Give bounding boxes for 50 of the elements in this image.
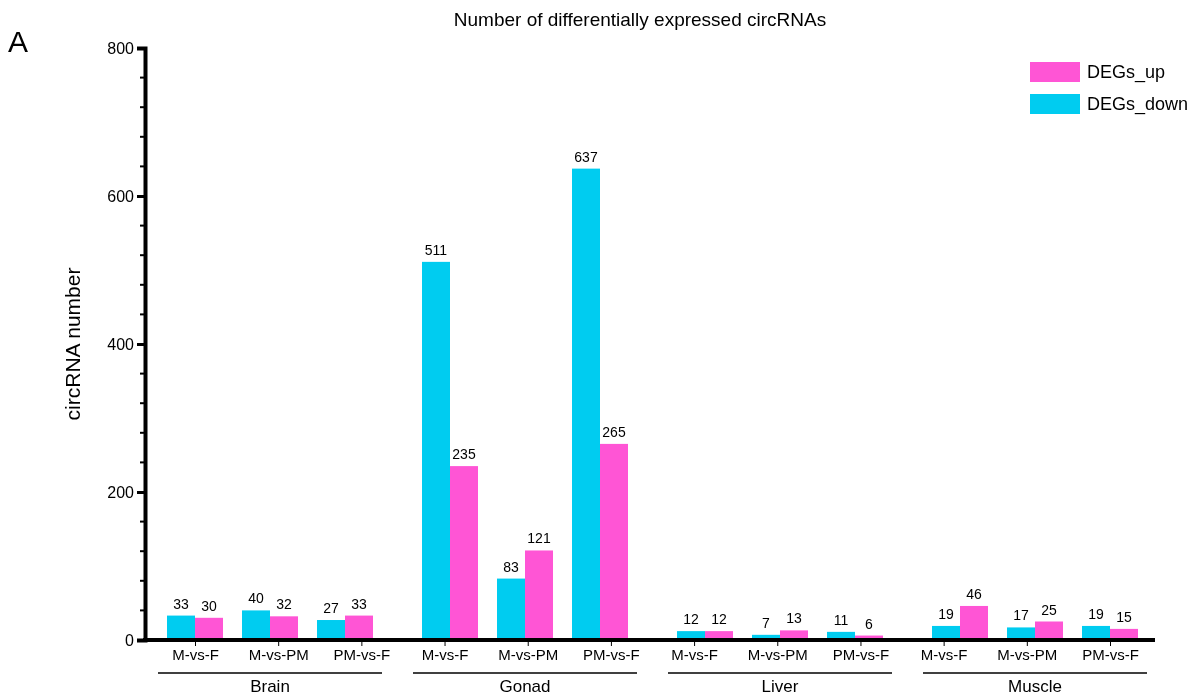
legend-label: DEGs_up [1087, 62, 1166, 83]
data-label: 637 [574, 148, 598, 165]
text: A [8, 25, 29, 58]
data-label: 17 [1013, 607, 1029, 624]
data-label: 19 [938, 605, 954, 622]
data-label: 121 [527, 530, 551, 547]
data-label: 15 [1116, 608, 1132, 625]
data-label: 33 [351, 595, 367, 612]
y-tick-label: 200 [107, 483, 135, 501]
text: Brain [250, 677, 290, 696]
x-tick-label: M-vs-F [671, 645, 718, 663]
x-tick-label: PM-vs-F [1082, 645, 1139, 663]
y-tick-label: 600 [107, 187, 135, 205]
x-tick-label: M-vs-F [920, 645, 968, 663]
x-tick-label: PM-vs-F [583, 645, 640, 663]
data-label: 30 [201, 597, 217, 614]
data-label: 235 [452, 446, 476, 463]
data-label: 46 [966, 585, 982, 602]
text: Gonad [499, 677, 551, 696]
data-label: 83 [503, 558, 519, 575]
x-tick-label: M-vs-PM [997, 645, 1058, 663]
data-label: 265 [602, 423, 626, 440]
text: Liver [761, 677, 799, 696]
data-label: 40 [248, 590, 264, 607]
x-tick-label: M-vs-PM [498, 645, 559, 663]
y-tick-label: 800 [107, 39, 135, 57]
x-tick-label: PM-vs-F [832, 645, 890, 663]
y-tick-label: 0 [125, 631, 135, 649]
data-label: 25 [1041, 601, 1057, 618]
x-tick-label: M-vs-PM [248, 645, 309, 663]
data-label: 33 [173, 595, 189, 612]
data-label: 27 [323, 600, 339, 617]
data-label: 11 [833, 611, 849, 628]
data-label: 13 [786, 610, 802, 627]
data-label: 12 [711, 611, 727, 628]
y-tick-label: 400 [107, 335, 135, 353]
x-tick-label: M-vs-F [421, 645, 469, 663]
data-label: 7 [762, 614, 771, 631]
x-tick-label: PM-vs-F [333, 645, 391, 663]
data-label: 511 [424, 241, 448, 258]
x-tick-label: M-vs-F [172, 645, 219, 663]
data-label: 6 [865, 615, 874, 632]
y-axis-title: circRNA number [61, 267, 84, 421]
text: Muscle [1008, 677, 1062, 696]
x-tick-label: M-vs-PM [747, 645, 808, 663]
chart-title: Number of differentially expressed circRNAs [453, 9, 827, 30]
data-label: 32 [276, 596, 292, 613]
legend-label: DEGs_down [1087, 94, 1189, 115]
data-label: 19 [1088, 605, 1104, 622]
data-label: 12 [683, 611, 699, 628]
